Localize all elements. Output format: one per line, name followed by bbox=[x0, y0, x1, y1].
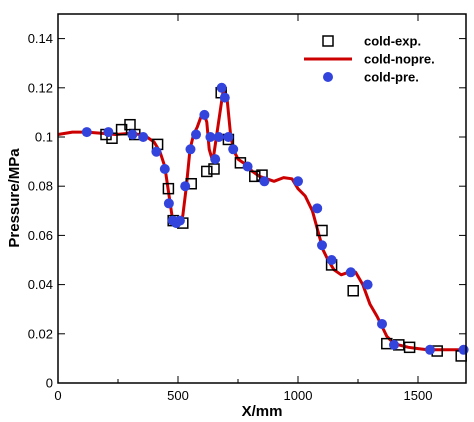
point-cold-exp bbox=[201, 165, 213, 178]
point-cold-pre bbox=[103, 127, 114, 138]
point-cold-pre bbox=[180, 181, 191, 192]
point-cold-pre bbox=[159, 163, 170, 174]
point-cold-pre bbox=[138, 132, 149, 142]
point-cold-exp bbox=[249, 170, 261, 183]
point-cold-pre bbox=[228, 144, 239, 155]
legend-label: cold-exp. bbox=[364, 34, 421, 49]
point-cold-pre bbox=[81, 127, 92, 138]
point-cold-pre bbox=[216, 82, 227, 93]
point-cold-pre bbox=[326, 255, 337, 265]
point-cold-pre bbox=[259, 176, 270, 187]
point-cold-pre bbox=[199, 109, 210, 120]
y-tick-label: 0.08 bbox=[28, 179, 53, 194]
x-tick-label: 1500 bbox=[404, 388, 433, 403]
point-cold-pre bbox=[362, 279, 373, 290]
point-cold-pre bbox=[317, 240, 327, 251]
point-cold-pre bbox=[174, 215, 185, 226]
point-cold-pre bbox=[219, 92, 230, 103]
ticks-layer: 0 500 1000 1500 0 0.02 0.04 0.06 0.08 0.1 0.12 0.14 bbox=[28, 14, 466, 403]
y-axis-title: Pressure/MPa bbox=[6, 148, 23, 248]
point-cold-exp bbox=[347, 285, 359, 297]
y-tick-label: 0.04 bbox=[28, 277, 53, 292]
data-layer bbox=[57, 82, 469, 362]
x-tick-label: 0 bbox=[54, 388, 61, 403]
y-tick-label: 0.14 bbox=[28, 31, 53, 46]
point-cold-pre bbox=[213, 132, 224, 142]
y-tick-label: 0 bbox=[46, 376, 53, 391]
point-cold-pre bbox=[458, 344, 469, 355]
point-cold-pre bbox=[191, 129, 201, 140]
point-cold-exp bbox=[316, 224, 328, 237]
x-tick-label: 500 bbox=[167, 388, 189, 403]
x-tick-label: 1000 bbox=[284, 388, 313, 403]
y-tick-label: 0.12 bbox=[28, 80, 53, 95]
point-cold-pre bbox=[345, 267, 356, 278]
point-cold-pre bbox=[163, 198, 174, 209]
point-cold-pre bbox=[205, 132, 216, 142]
y-tick-label: 0.06 bbox=[28, 228, 53, 243]
point-cold-exp bbox=[403, 341, 416, 354]
x-axis-title: X/mm bbox=[242, 403, 283, 420]
point-cold-exp bbox=[162, 182, 175, 195]
point-cold-pre bbox=[377, 318, 387, 329]
point-cold-pre bbox=[185, 144, 196, 155]
point-cold-pre bbox=[151, 146, 162, 157]
point-cold-pre bbox=[293, 176, 303, 187]
legend-swatch-circle bbox=[323, 72, 333, 82]
plot-area-frame bbox=[57, 13, 467, 384]
point-cold-pre bbox=[242, 161, 253, 172]
y-tick-label: 0.02 bbox=[28, 326, 53, 341]
point-cold-pre bbox=[425, 344, 435, 355]
legend-label: cold-pre. bbox=[364, 70, 419, 85]
point-cold-pre bbox=[127, 129, 138, 140]
legend: cold-exp. cold-nopre. cold-pre. bbox=[304, 34, 435, 85]
legend-label: cold-nopre. bbox=[364, 52, 435, 67]
legend-swatch-square bbox=[322, 35, 334, 47]
point-cold-pre bbox=[210, 154, 221, 165]
point-cold-pre bbox=[223, 132, 234, 142]
point-cold-pre bbox=[389, 339, 399, 350]
y-tick-label: 0.1 bbox=[35, 130, 53, 145]
point-cold-pre bbox=[312, 203, 323, 214]
